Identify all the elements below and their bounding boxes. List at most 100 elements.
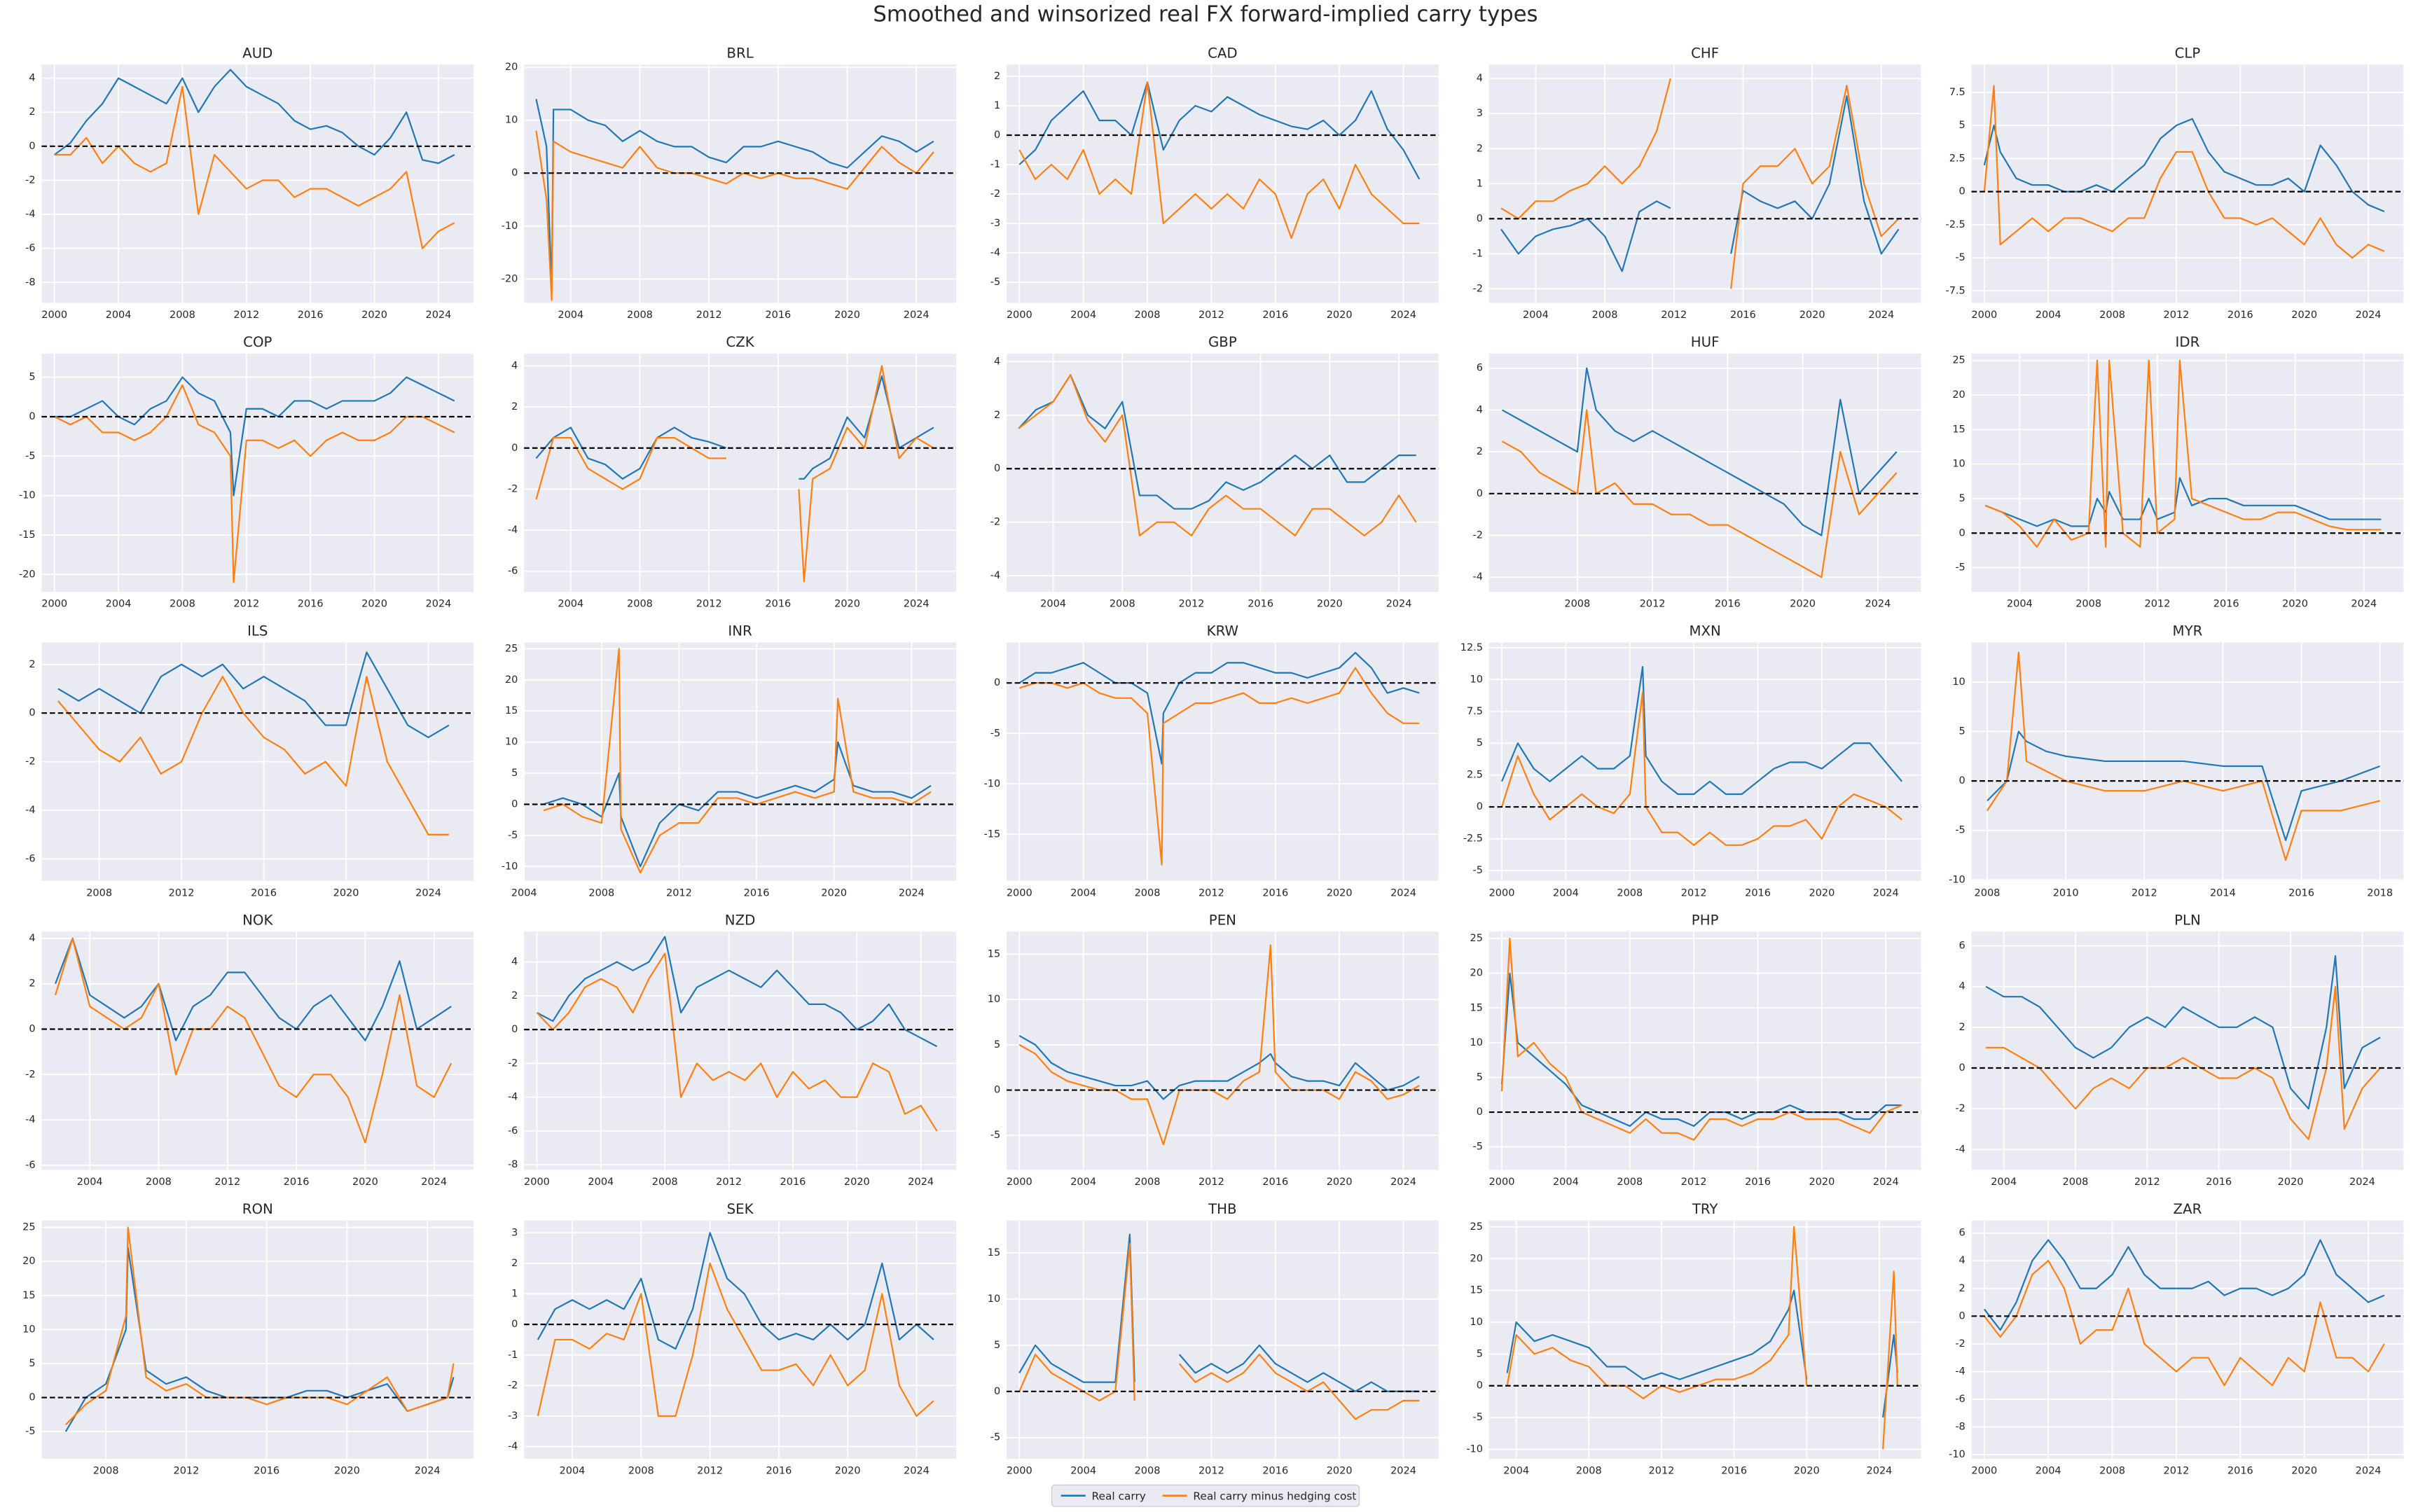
y-tick-label: -2 xyxy=(25,1069,35,1080)
x-tick-label: 2024 xyxy=(2349,1177,2375,1188)
y-tick-label: 2 xyxy=(511,990,518,1001)
panel: -10 -5 0 5 10 15 20 25 2004 2008 2012 2016 2020 2024 T… xyxy=(1466,1201,1921,1477)
panel: -5 -2.5 0 2.5 5 7.5 10 12.5 2000 2004 2008 2012 2016… xyxy=(1460,623,1921,899)
y-tick-label: 15 xyxy=(988,1247,1000,1258)
plot-background xyxy=(1971,64,2404,303)
y-tick-label: 3 xyxy=(511,1227,518,1238)
y-tick-label: 2 xyxy=(1959,1022,1966,1033)
y-tick-label: -4 xyxy=(1473,571,1483,583)
panel-title: COP xyxy=(243,334,272,350)
x-tick-label: 2024 xyxy=(1868,310,1894,321)
x-tick-label: 2000 xyxy=(1007,1177,1032,1188)
y-tick-label: 2 xyxy=(29,978,35,990)
x-tick-label: 2008 xyxy=(1617,1177,1643,1188)
series-line xyxy=(543,648,932,874)
x-tick-label: 2016 xyxy=(298,310,324,321)
x-tick-label: 2016 xyxy=(298,599,324,610)
panel-title: NOK xyxy=(242,912,273,928)
series-line xyxy=(1018,374,1417,536)
y-tick-label: -5 xyxy=(990,1432,1000,1443)
plot-background xyxy=(1006,353,1439,592)
plot-background xyxy=(524,1220,956,1459)
x-tick-label: 2012 xyxy=(2164,310,2190,321)
y-tick-label: 20 xyxy=(22,1256,35,1267)
panel: -8 -6 -4 -2 0 2 4 2000 2004 2008 2012 2016 2020 2024 A… xyxy=(25,45,474,321)
y-tick-label: -2 xyxy=(25,756,35,768)
y-tick-label: 10 xyxy=(505,115,518,126)
x-tick-label: 2016 xyxy=(1715,599,1741,610)
series-line xyxy=(1983,85,2385,259)
y-tick-label: 2.5 xyxy=(1467,770,1483,781)
panel: -5 -4 -3 -2 -1 0 1 2 2000 2004 2008 2012 2016 2020 202… xyxy=(990,45,1439,321)
y-tick-label: 10 xyxy=(988,1293,1000,1305)
y-tick-label: -6 xyxy=(508,1125,518,1137)
plot-background xyxy=(1488,931,1921,1170)
plot-background xyxy=(41,1220,474,1459)
x-tick-label: 2008 xyxy=(93,1466,119,1477)
x-tick-label: 2020 xyxy=(333,887,359,899)
panel: -6 -4 -2 0 2 4 2004 2008 2012 2016 2020 2024 NOK xyxy=(25,912,474,1188)
x-tick-label: 2020 xyxy=(334,1466,360,1477)
y-tick-label: 0 xyxy=(1477,1107,1483,1118)
y-tick-label: 10 xyxy=(1470,674,1483,685)
series-line xyxy=(1018,651,1420,765)
plot-background xyxy=(1488,1220,1921,1459)
plot-background xyxy=(524,64,956,303)
y-tick-label: -4 xyxy=(508,525,518,536)
y-tick-label: -2.5 xyxy=(1463,833,1483,845)
y-tick-label: 5 xyxy=(1959,120,1966,131)
y-tick-label: 0 xyxy=(511,167,518,179)
y-tick-label: 25 xyxy=(505,643,518,654)
x-tick-label: 2012 xyxy=(233,599,259,610)
y-tick-label: 2 xyxy=(1477,143,1483,154)
x-tick-label: 2000 xyxy=(1007,310,1032,321)
x-tick-label: 2004 xyxy=(1503,1466,1529,1477)
x-tick-label: 2000 xyxy=(1007,887,1032,899)
x-tick-label: 2012 xyxy=(696,310,722,321)
y-tick-label: -2 xyxy=(990,188,1000,200)
x-tick-label: 2016 xyxy=(766,1466,792,1477)
x-tick-label: 2004 xyxy=(588,1177,614,1188)
x-tick-label: 2012 xyxy=(233,310,259,321)
panel: -10 -5 0 5 10 2008 2010 2012 2014 2016 2018 MYR xyxy=(1949,623,2404,899)
x-tick-label: 2004 xyxy=(1070,887,1096,899)
panel-title: MXN xyxy=(1689,623,1720,639)
panel-title: ZAR xyxy=(2174,1201,2202,1217)
panel-title: CAD xyxy=(1208,45,1238,61)
x-tick-label: 2000 xyxy=(41,599,67,610)
series-line xyxy=(54,384,455,583)
y-tick-label: 10 xyxy=(1470,1317,1483,1328)
y-tick-label: -2 xyxy=(1473,283,1483,294)
panel: -20 -10 0 10 20 2004 2008 2012 2016 2020 2024 BRL xyxy=(502,45,956,321)
x-tick-label: 2020 xyxy=(1327,1466,1353,1477)
y-tick-label: 7.5 xyxy=(1467,706,1483,717)
x-tick-label: 2024 xyxy=(908,1177,934,1188)
x-tick-label: 2012 xyxy=(1198,1466,1224,1477)
panel: -10 -8 -6 -4 -2 0 2 4 6 2000 2004 2008 2012 2016 2020 2… xyxy=(1949,1201,2404,1477)
x-tick-label: 2000 xyxy=(524,1177,550,1188)
panel-title: BRL xyxy=(726,45,753,61)
y-tick-label: -10 xyxy=(19,490,36,501)
x-tick-label: 2012 xyxy=(1198,310,1224,321)
x-tick-label: 2008 xyxy=(1110,599,1135,610)
x-tick-label: 2024 xyxy=(1867,1466,1893,1477)
x-tick-label: 2016 xyxy=(1248,599,1273,610)
x-tick-label: 2020 xyxy=(1809,887,1835,899)
panel-title: TRY xyxy=(1692,1201,1719,1217)
x-tick-label: 2012 xyxy=(1661,310,1687,321)
x-tick-label: 2008 xyxy=(588,887,614,899)
y-tick-label: -4 xyxy=(508,1092,518,1103)
x-tick-label: 2008 xyxy=(1617,887,1643,899)
plot-background xyxy=(1488,353,1921,592)
y-tick-label: 10 xyxy=(1952,459,1965,470)
y-tick-label: -5 xyxy=(990,728,1000,739)
x-tick-label: 2024 xyxy=(2356,310,2382,321)
y-tick-label: 10 xyxy=(505,737,518,748)
y-tick-label: 6 xyxy=(1959,941,1966,952)
panel-title: THB xyxy=(1208,1201,1236,1217)
series-line xyxy=(1501,665,1902,796)
x-tick-label: 2008 xyxy=(2075,599,2101,610)
panel: -4 -2 0 2 4 6 2004 2008 2012 2016 2020 2024 PLN xyxy=(1955,912,2404,1188)
series-line xyxy=(1985,955,2381,1110)
y-tick-label: 0 xyxy=(1477,488,1483,499)
